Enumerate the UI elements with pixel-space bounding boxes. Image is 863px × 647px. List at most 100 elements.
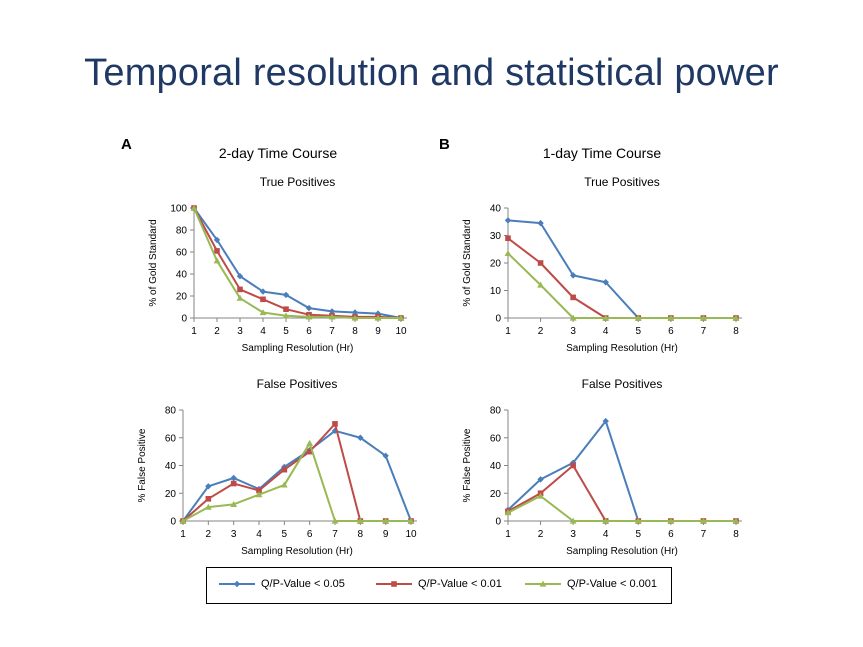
x-tick-label: 4 <box>603 326 609 337</box>
legend-marker <box>391 581 397 587</box>
data-point <box>537 260 544 266</box>
y-tick-label: 10 <box>490 286 502 297</box>
x-axis-title: Sampling Resolution (Hr) <box>566 546 678 557</box>
slide-title: Temporal resolution and statistical powe… <box>84 52 779 94</box>
data-point <box>230 500 238 507</box>
data-point <box>397 314 405 321</box>
x-tick-label: 2 <box>538 529 544 540</box>
series-line <box>193 207 402 319</box>
x-axis-title: Sampling Resolution (Hr) <box>241 546 353 557</box>
y-tick-label: 0 <box>495 517 501 528</box>
data-point <box>504 217 512 224</box>
data-point <box>205 496 212 502</box>
panel-b-course-title: 1-day Time Course <box>542 145 662 161</box>
data-point <box>190 204 198 211</box>
y-tick-label: 40 <box>165 461 177 472</box>
legend-item-p001: Q/P-Value < 0.01 <box>374 578 502 590</box>
y-tick-label: 80 <box>176 226 188 237</box>
data-point <box>213 236 221 244</box>
series-line <box>507 252 736 319</box>
data-point <box>634 314 642 321</box>
y-axis-title: % of Gold Standard <box>148 219 159 306</box>
data-point <box>356 517 364 524</box>
x-tick-label: 2 <box>206 529 212 540</box>
data-point <box>332 421 338 427</box>
data-point <box>504 249 512 256</box>
legend-label: Q/P-Value < 0.01 <box>418 578 502 590</box>
x-tick-label: 8 <box>733 529 739 540</box>
y-axis-title: % of Gold Standard <box>462 219 473 306</box>
series-line <box>507 420 736 522</box>
x-tick-label: 3 <box>570 326 576 337</box>
x-tick-label: 2 <box>538 326 544 337</box>
legend-label: Q/P-Value < 0.001 <box>567 578 657 590</box>
data-point <box>256 487 262 494</box>
legend-label: Q/P-Value < 0.05 <box>261 578 345 590</box>
x-tick-label: 6 <box>668 326 674 337</box>
data-point <box>382 517 390 524</box>
data-point <box>236 294 244 301</box>
panel-a-letter: A <box>121 136 132 153</box>
legend-marker-diamond-icon <box>219 580 255 588</box>
data-point <box>328 313 336 320</box>
chart-title: True Positives <box>260 175 336 189</box>
data-point <box>260 296 266 303</box>
data-point <box>205 483 212 490</box>
y-tick-label: 30 <box>490 231 502 242</box>
data-point <box>504 509 512 516</box>
data-point <box>505 235 511 242</box>
x-tick-label: 9 <box>375 326 381 337</box>
y-tick-label: 0 <box>181 314 187 325</box>
x-tick-label: 8 <box>352 326 358 337</box>
data-point <box>382 452 389 459</box>
data-point <box>357 434 364 441</box>
data-point <box>732 314 740 321</box>
x-tick-label: 5 <box>282 529 288 540</box>
data-point <box>280 481 288 488</box>
series-line <box>193 207 401 319</box>
data-point <box>305 304 313 312</box>
data-point <box>602 279 609 286</box>
y-tick-label: 20 <box>490 259 502 270</box>
x-tick-label: 5 <box>636 529 642 540</box>
data-point <box>281 466 288 473</box>
x-tick-label: 7 <box>701 529 707 540</box>
x-tick-label: 5 <box>283 326 289 337</box>
y-tick-label: 80 <box>165 406 177 417</box>
x-tick-label: 1 <box>505 529 511 540</box>
data-point <box>602 314 610 321</box>
x-tick-label: 1 <box>505 326 511 337</box>
x-tick-label: 1 <box>180 529 186 540</box>
data-point <box>259 288 267 295</box>
y-tick-label: 60 <box>176 248 188 259</box>
data-point <box>732 517 740 524</box>
x-tick-label: 6 <box>668 529 674 540</box>
y-tick-label: 40 <box>490 204 502 215</box>
x-tick-label: 9 <box>383 529 389 540</box>
data-point <box>570 294 576 301</box>
x-tick-label: 10 <box>395 326 407 337</box>
data-point <box>204 503 212 510</box>
data-point <box>537 219 544 227</box>
data-point <box>700 517 707 524</box>
x-tick-label: 3 <box>231 529 237 540</box>
data-point <box>407 517 415 524</box>
x-tick-label: 7 <box>329 326 335 337</box>
data-point <box>667 314 675 321</box>
y-tick-label: 20 <box>176 292 188 303</box>
x-tick-label: 8 <box>733 326 739 337</box>
series-line <box>507 495 736 522</box>
x-tick-label: 3 <box>237 326 243 337</box>
data-point <box>259 309 267 316</box>
y-tick-label: 20 <box>165 489 177 500</box>
x-axis-title: Sampling Resolution (Hr) <box>566 343 678 354</box>
legend-marker-square-icon <box>376 581 412 587</box>
data-point <box>667 517 675 524</box>
legend-marker <box>233 580 241 588</box>
series-line <box>193 207 402 319</box>
data-point <box>569 314 577 321</box>
series-line <box>182 442 411 522</box>
x-tick-label: 7 <box>701 326 707 337</box>
legend-item-p0001: Q/P-Value < 0.001 <box>523 578 657 590</box>
